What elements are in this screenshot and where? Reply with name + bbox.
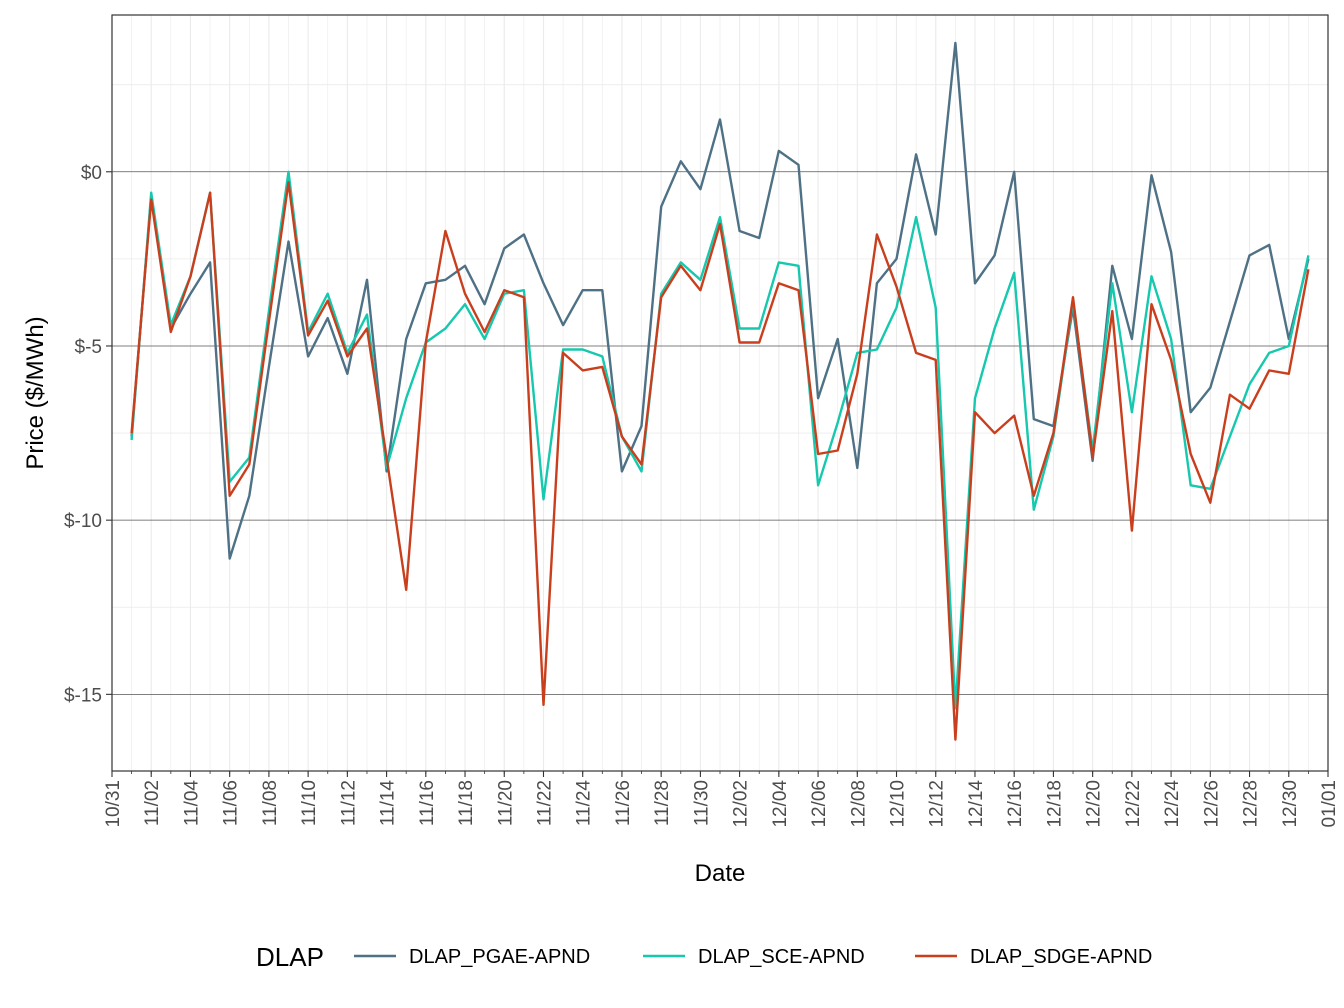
x-tick-label: 12/30 [1280,780,1301,828]
y-tick-label: $-5 [75,337,102,358]
x-axis-title: Date [695,860,746,887]
x-tick-label: 12/26 [1201,780,1222,828]
major-vertical-gridlines [111,15,1329,771]
y-axis-ticks: $0 $-5 $-10 $-15 [64,163,112,706]
x-tick-label: 11/02 [142,780,163,826]
x-tick-label: 11/08 [260,780,281,826]
x-tick-label: 12/14 [966,780,987,828]
x-tick-label: 12/18 [1044,780,1065,828]
minor-horizontal-gridlines [112,84,1328,608]
x-tick-label: 11/20 [495,780,516,826]
x-tick-label: 11/06 [221,780,242,826]
x-tick-label: 12/10 [888,780,909,828]
x-tick-label: 01/01 [1319,780,1340,828]
x-tick-label: 11/12 [338,780,359,826]
series-line [130,170,1310,710]
y-tick-label: $0 [81,163,102,184]
series-line [130,180,1310,741]
legend-label: DLAP_PGAE-APND [409,946,590,968]
x-tick-label: 11/10 [299,780,320,826]
x-tick-label: 12/04 [770,780,791,828]
x-tick-label: 11/04 [181,780,202,827]
x-tick-label: 11/22 [534,780,555,826]
y-axis-title: Price ($/MWh) [22,316,49,469]
x-tick-label: 10/31 [103,780,124,828]
x-tick-label: 11/16 [417,780,438,826]
x-tick-label: 11/26 [613,780,634,826]
legend-label: DLAP_SDGE-APND [970,946,1152,968]
minor-vertical-gridlines [111,15,1329,771]
legend: DLAP DLAP_PGAE-APND DLAP_SCE-APND DLAP_SDG… [256,942,1152,972]
series-line [130,41,1310,560]
x-tick-label: 12/06 [809,780,830,828]
legend-label: DLAP_SCE-APND [698,946,865,968]
y-tick-label: $-15 [64,685,102,706]
series-lines [130,41,1310,741]
x-tick-label: 11/28 [652,780,673,826]
x-tick-label: 12/22 [1123,780,1144,828]
x-tick-label: 11/24 [574,780,595,827]
legend-title: DLAP [256,942,324,972]
y-tick-label: $-10 [64,511,102,532]
x-axis-ticks: 10/31 11/02 11/04 11/06 11/08 11/10 11/12 11/14… [103,771,1340,828]
x-tick-label: 12/02 [731,780,752,828]
x-tick-label: 11/18 [456,780,477,826]
x-tick-label: 12/28 [1241,780,1262,828]
x-tick-label: 11/14 [378,780,399,827]
x-tick-label: 12/12 [927,780,948,828]
x-tick-label: 12/16 [1005,780,1026,828]
x-tick-label: 11/30 [691,780,712,826]
x-tick-label: 12/08 [848,780,869,828]
x-tick-label: 12/20 [1084,780,1105,828]
x-tick-label: 12/24 [1162,780,1183,828]
